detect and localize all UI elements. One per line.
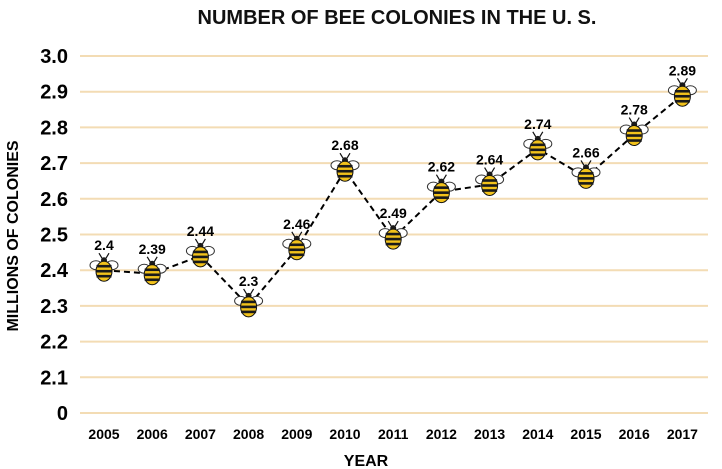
x-tick-label: 2013: [474, 426, 505, 442]
data-label: 2.39: [139, 241, 166, 257]
y-axis-ticks: 0 2.1 2.2 2.3 2.4 2.5 2.6 2.7 2.8 2.9 3.0: [40, 46, 69, 425]
y-tick-label: 2.2: [40, 332, 68, 354]
bee-icon: [185, 238, 215, 268]
data-labels: 2.4 2.39 2.44 2.3 2.46 2.68 2.49 2.62 2.64 2.74 2.…: [94, 62, 696, 289]
y-tick-label: 2.8: [40, 117, 68, 139]
data-label: 2.49: [380, 205, 407, 221]
y-tick-label: 2.9: [40, 82, 68, 104]
data-label: 2.74: [524, 116, 551, 132]
y-tick-label: 2.4: [40, 260, 69, 282]
bee-icon: [426, 174, 456, 204]
data-label: 2.68: [331, 137, 358, 153]
bee-icon: [378, 220, 408, 250]
y-tick-label: 2.7: [40, 153, 68, 175]
data-label: 2.89: [669, 62, 696, 78]
bee-icon: [282, 231, 312, 261]
x-axis-label: YEAR: [344, 453, 389, 469]
bee-icon: [89, 252, 119, 282]
bee-icon: [619, 117, 649, 147]
data-label: 2.78: [621, 102, 648, 118]
bee-icon: [667, 77, 697, 107]
data-label: 2.46: [283, 216, 310, 232]
x-tick-label: 2008: [233, 426, 264, 442]
x-tick-label: 2010: [329, 426, 360, 442]
markers: [89, 77, 697, 318]
data-label: 2.4: [94, 237, 114, 253]
y-tick-label: 2.6: [40, 189, 68, 211]
x-tick-label: 2007: [185, 426, 216, 442]
y-tick-label: 3.0: [40, 46, 68, 68]
y-tick-label: 2.3: [40, 296, 68, 318]
x-tick-label: 2009: [281, 426, 312, 442]
bee-icon: [137, 256, 167, 286]
data-label: 2.44: [187, 223, 214, 239]
y-tick-label: 0: [57, 403, 68, 425]
data-label: 2.64: [476, 152, 503, 168]
x-tick-label: 2005: [88, 426, 119, 442]
x-tick-label: 2015: [570, 426, 601, 442]
bee-icon: [523, 131, 553, 161]
y-tick-label: 2.1: [40, 367, 68, 389]
data-label: 2.3: [239, 273, 259, 289]
chart-title: NUMBER OF BEE COLONIES IN THE U. S.: [198, 7, 597, 29]
x-tick-label: 2016: [619, 426, 650, 442]
x-axis-ticks: 2005 2006 2007 2008 2009 2010 2011 2012 2013 2014…: [88, 426, 698, 442]
y-axis-label: MILLIONS OF COLONIES: [5, 140, 22, 331]
bee-icon: [475, 167, 505, 197]
data-label: 2.62: [428, 159, 455, 175]
bee-icon: [571, 160, 601, 189]
x-tick-label: 2017: [667, 426, 698, 442]
y-tick-label: 2.5: [40, 225, 68, 247]
x-tick-label: 2014: [522, 426, 553, 442]
x-tick-label: 2012: [426, 426, 457, 442]
bee-icon: [330, 152, 360, 182]
x-tick-label: 2011: [378, 426, 409, 442]
bee-icon: [234, 288, 264, 318]
data-label: 2.66: [572, 144, 599, 160]
x-tick-label: 2006: [137, 426, 168, 442]
